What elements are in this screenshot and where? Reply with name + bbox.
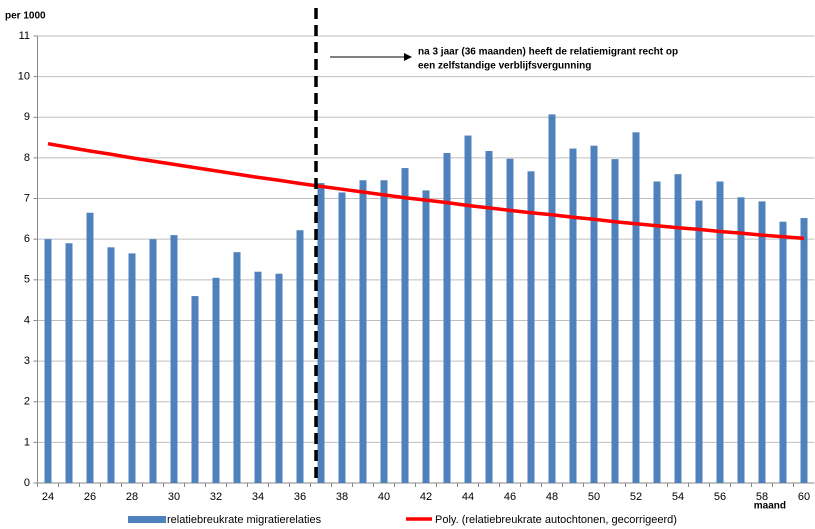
x-tick-label: 38 [336,491,348,503]
bar [758,201,766,483]
y-tick-label: 2 [24,396,30,408]
bar [548,114,556,483]
legend-label: Poly. (relatiebreukrate autochtonen, gec… [435,514,677,526]
bar [506,158,514,484]
bar [107,247,115,483]
bar [443,153,451,484]
bar [170,235,178,483]
bar [590,145,598,483]
legend-swatch [128,516,166,523]
y-tick-label: 7 [24,192,30,204]
x-tick-label: 40 [378,491,390,503]
bar [359,180,367,483]
annotation: een zelfstandige verblijfsvergunning [418,61,591,72]
x-tick-label: 34 [252,491,264,503]
x-tick-label: 58 [756,491,768,503]
bar [44,239,52,483]
trend-line [47,141,805,241]
bar [338,192,346,483]
y-tick-label: 5 [24,274,30,286]
bar [779,221,787,483]
bar [737,197,745,484]
y-tick-label: 0 [24,477,30,489]
bar [212,277,220,483]
bar [254,271,262,483]
x-tick-label: 24 [42,491,54,503]
bar [695,200,703,483]
bar [317,183,325,483]
x-tick-label: 36 [294,491,306,503]
bar [380,180,388,483]
bar [86,212,94,483]
bar [401,168,409,483]
bar [716,181,724,483]
bar [191,296,199,483]
x-tick-label: 30 [168,491,180,503]
bar [674,174,682,483]
bar [527,171,535,483]
bar [569,148,577,483]
bar [296,230,304,483]
y-tick-label: 8 [24,152,30,164]
x-tick-label: 26 [84,491,96,503]
x-tick-label: 52 [630,491,642,503]
arrow-head [404,53,412,61]
bar [800,218,808,483]
bar [464,135,472,484]
y-axis-label: per 1000 [5,11,46,22]
y-tick-label: 4 [24,314,30,326]
bar [65,243,73,483]
bar [485,151,493,483]
x-tick-label: 56 [714,491,726,503]
x-tick-label: 54 [672,491,684,503]
legend-label: relatiebreukrate migratierelaties [167,514,322,526]
x-tick-label: 60 [798,491,810,503]
bar [653,181,661,483]
y-tick-label: 6 [24,233,30,245]
y-tick-label: 9 [24,111,30,123]
y-tick-label: 10 [18,71,30,83]
bar [149,239,157,483]
y-tick-label: 11 [19,30,30,42]
annotation: na 3 jaar (36 maanden) heeft de relatiem… [418,47,678,58]
bar [422,190,430,483]
y-tick-label: 3 [24,355,30,367]
bar [128,253,136,483]
x-tick-label: 42 [420,491,432,503]
x-tick-label: 44 [462,491,474,503]
bar [632,132,640,484]
x-axis-label: maand [754,501,786,512]
bar [611,159,619,484]
bar [275,273,283,483]
y-tick-label: 1 [24,436,30,448]
x-tick-label: 28 [126,491,138,503]
x-tick-label: 32 [210,491,222,503]
bar [233,252,241,483]
x-tick-label: 50 [588,491,600,503]
x-tick-label: 48 [546,491,558,503]
x-tick-label: 46 [504,491,516,503]
